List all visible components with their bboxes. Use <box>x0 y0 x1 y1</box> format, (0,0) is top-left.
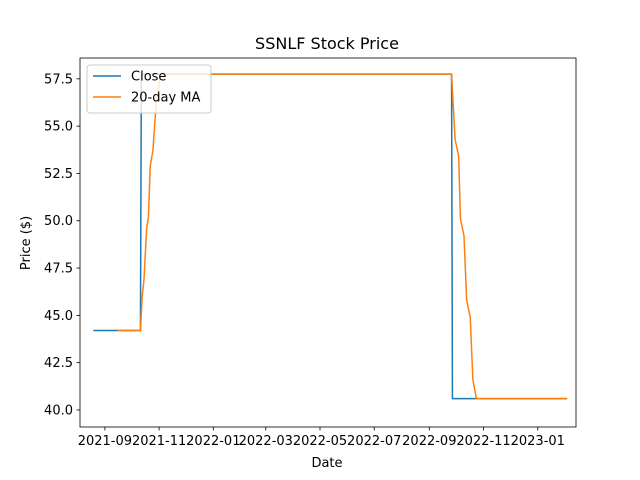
legend-box <box>86 64 212 114</box>
plot-area <box>93 73 568 400</box>
series-line-0 <box>93 73 568 400</box>
legend: Close 20-day MA <box>86 64 212 114</box>
y-tick-label: 45.0 <box>44 309 73 324</box>
x-tick-label: 2021-11 <box>132 434 186 449</box>
y-tick-label: 50.0 <box>44 214 73 229</box>
series-line-1 <box>117 73 568 400</box>
y-tick-label: 47.5 <box>44 262 73 277</box>
x-tick-label: 2022-03 <box>239 434 293 449</box>
y-tick-label: 57.5 <box>44 72 73 87</box>
y-axis-label: Price ($) <box>19 216 34 270</box>
y-tick-label: 42.5 <box>44 356 73 371</box>
x-tick-label: 2023-01 <box>511 434 565 449</box>
y-tick-label: 52.5 <box>44 167 73 182</box>
chart-title: SSNLF Stock Price <box>255 34 399 53</box>
x-tick-label: 2022-07 <box>347 434 401 449</box>
x-axis-label: Date <box>311 456 342 471</box>
x-tick-label: 2022-09 <box>402 434 456 449</box>
plot-frame <box>79 57 577 428</box>
x-tick-label: 2022-01 <box>186 434 240 449</box>
x-tick-label: 2022-11 <box>456 434 510 449</box>
legend-label-0: Close <box>131 70 166 85</box>
y-tick-label: 55.0 <box>44 120 73 135</box>
x-tick-label: 2022-05 <box>293 434 347 449</box>
y-tick-label: 40.0 <box>44 403 73 418</box>
legend-label-1: 20-day MA <box>131 91 200 106</box>
x-tick-label: 2021-09 <box>78 434 132 449</box>
